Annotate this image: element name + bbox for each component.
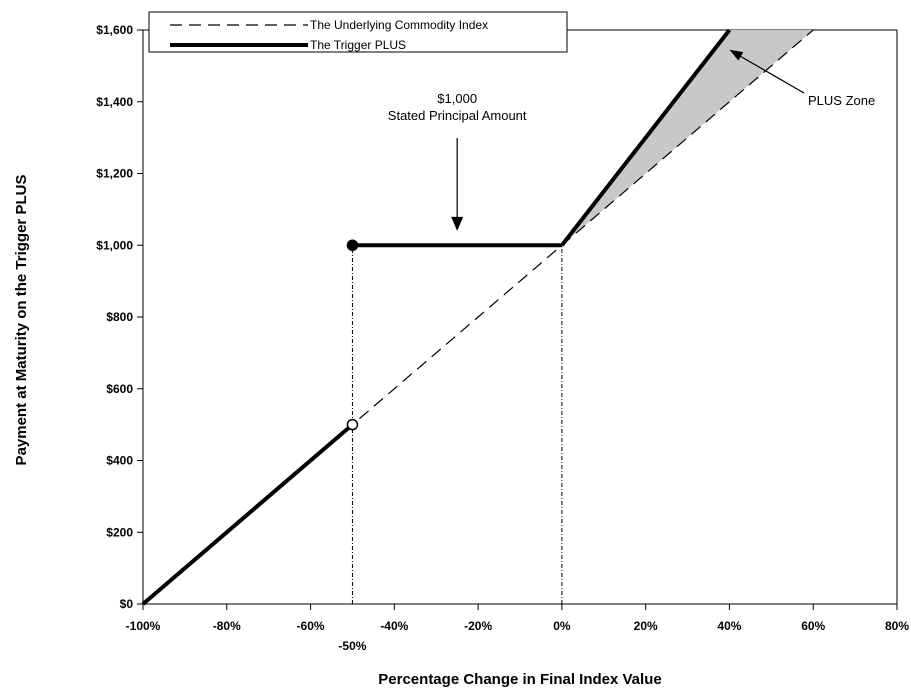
x-tick-label-extra: -50% bbox=[338, 639, 366, 653]
annotation-principal-text: Stated Principal Amount bbox=[388, 108, 527, 123]
series-trigger-plus-marker-0 bbox=[346, 239, 359, 251]
series-trigger-plus-segment-0 bbox=[141, 423, 354, 606]
annotation-principal-arrow-head bbox=[451, 216, 464, 231]
y-tick-label: $400 bbox=[106, 454, 133, 468]
axes-layer: $0 $200 $400 $600 $800 $1,000 $1,200 $1,400 $1,6… bbox=[96, 23, 909, 653]
legend-label-underlying-index: The Underlying Commodity Index bbox=[310, 18, 488, 32]
y-tick-label: $1,600 bbox=[96, 23, 133, 37]
x-tick-label: 0% bbox=[553, 619, 571, 633]
y-tick-label: $1,400 bbox=[96, 95, 133, 109]
x-tick-label: -100% bbox=[126, 619, 161, 633]
plus-zone-layer bbox=[561, 30, 814, 246]
annotation-plus-zone-arrow-shaft bbox=[739, 55, 805, 94]
series-trigger-plus-segment-2 bbox=[560, 28, 732, 247]
x-tick-label: 80% bbox=[885, 619, 909, 633]
annotation-plus-zone-text: PLUS Zone bbox=[808, 93, 875, 108]
y-tick-label: $600 bbox=[106, 382, 133, 396]
annotation-principal-text: $1,000 bbox=[437, 91, 477, 106]
series-underlying-index-line bbox=[142, 29, 814, 605]
legend: The Underlying Commodity Index The Trigge… bbox=[148, 11, 568, 53]
y-tick-label: $1,200 bbox=[96, 167, 133, 181]
legend-label-trigger-plus: The Trigger PLUS bbox=[310, 38, 406, 52]
x-tick-label: 20% bbox=[634, 619, 658, 633]
annotations-layer: $1,000 Stated Principal Amount PLUS Zone bbox=[388, 49, 875, 231]
x-tick-label: 60% bbox=[801, 619, 825, 633]
y-tick-label: $200 bbox=[106, 525, 133, 539]
y-tick-label: $1,000 bbox=[96, 238, 133, 252]
y-tick-label: $0 bbox=[120, 597, 134, 611]
x-tick-label: -80% bbox=[213, 619, 241, 633]
series-trigger-plus-marker-1 bbox=[346, 418, 359, 431]
x-tick-label: 40% bbox=[717, 619, 741, 633]
series-layer bbox=[141, 28, 814, 606]
x-tick-label: -20% bbox=[464, 619, 492, 633]
x-axis-title: Percentage Change in Final Index Value bbox=[378, 671, 661, 688]
x-tick-label: -40% bbox=[380, 619, 408, 633]
y-tick-label: $800 bbox=[106, 310, 133, 324]
plus-zone-shading bbox=[561, 30, 814, 246]
annotation-plus-zone-arrow-head bbox=[729, 49, 744, 61]
y-axis-title: Payment at Maturity on the Trigger PLUS bbox=[13, 175, 30, 466]
x-tick-label: -60% bbox=[297, 619, 325, 633]
